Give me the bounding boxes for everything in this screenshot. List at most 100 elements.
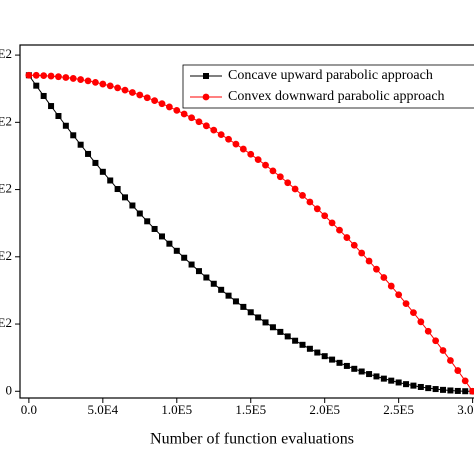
data-point: [284, 179, 292, 187]
data-point: [151, 97, 158, 105]
data-point: [217, 131, 225, 139]
data-point: [447, 387, 454, 394]
data-point: [210, 280, 217, 287]
data-point: [25, 71, 33, 79]
data-point: [166, 240, 173, 247]
data-point: [358, 249, 366, 257]
data-point: [225, 292, 232, 299]
data-point: [62, 74, 70, 81]
data-point: [173, 247, 180, 254]
series-1: [25, 71, 474, 395]
data-point: [247, 309, 254, 316]
data-point: [55, 113, 62, 120]
data-point: [151, 225, 158, 232]
data-point: [70, 132, 77, 139]
data-point: [158, 233, 165, 240]
y-tick-label: 3.0E2: [0, 181, 12, 196]
data-point: [195, 268, 202, 275]
data-point: [373, 373, 380, 380]
x-tick-label: 1.0E5: [161, 402, 192, 417]
x-tick-label: 2.5E5: [383, 402, 414, 417]
data-point: [129, 89, 136, 96]
data-point: [313, 205, 321, 213]
data-point: [92, 159, 99, 166]
data-point: [284, 333, 291, 340]
data-point: [173, 106, 181, 114]
data-point: [165, 103, 173, 111]
data-point: [291, 185, 299, 193]
data-point: [424, 327, 432, 335]
data-point: [210, 126, 218, 134]
data-point: [395, 379, 402, 386]
legend-marker: [203, 73, 209, 79]
data-point: [240, 303, 247, 310]
data-point: [122, 194, 129, 201]
legend-label: Concave upward parabolic approach: [228, 68, 433, 83]
data-point: [469, 387, 474, 395]
data-point: [343, 234, 351, 241]
data-point: [99, 80, 107, 88]
data-point: [365, 257, 373, 265]
legend-label: Convex downward parabolic approach: [228, 89, 445, 104]
data-point: [158, 100, 166, 108]
data-point: [432, 386, 439, 393]
data-point: [255, 314, 262, 321]
legend-box: [182, 64, 474, 109]
data-point: [432, 337, 440, 345]
data-point: [358, 368, 365, 375]
data-point: [92, 78, 99, 86]
data-point: [32, 71, 40, 79]
data-point: [299, 192, 306, 199]
x-tick-label: 1.5E5: [235, 402, 266, 417]
data-point: [77, 141, 84, 148]
data-point: [143, 94, 151, 102]
data-point: [276, 173, 284, 181]
data-point: [195, 118, 203, 126]
data-point: [254, 156, 262, 164]
data-point: [336, 226, 343, 234]
plot-frame: [19, 44, 474, 399]
data-point: [262, 161, 269, 169]
y-tick-label: 1.0E2: [0, 315, 12, 330]
data-point: [329, 356, 336, 363]
data-point: [40, 92, 47, 99]
data-point: [40, 72, 48, 79]
data-point: [402, 300, 410, 307]
data-point: [85, 150, 92, 157]
data-point: [366, 371, 373, 378]
data-point: [269, 167, 277, 175]
legend-marker: [202, 93, 210, 101]
data-point: [439, 347, 447, 354]
data-point: [292, 337, 299, 344]
data-point: [403, 381, 410, 388]
data-point: [136, 91, 144, 99]
data-point: [202, 122, 210, 130]
data-point: [440, 386, 447, 393]
series-0: [25, 72, 474, 395]
y-tick-label: 0: [6, 382, 13, 397]
data-point: [188, 114, 195, 122]
data-point: [55, 73, 62, 81]
data-point: [188, 261, 195, 268]
data-point: [62, 122, 69, 129]
data-point: [461, 377, 469, 385]
data-point: [239, 145, 247, 153]
data-point: [121, 86, 129, 94]
y-tick-label: 4.0E2: [0, 113, 12, 128]
data-point: [306, 198, 314, 206]
data-point: [454, 387, 461, 394]
data-point: [299, 341, 306, 348]
data-point: [321, 353, 328, 360]
data-point: [350, 241, 358, 249]
data-point: [454, 367, 462, 374]
data-point: [69, 75, 77, 82]
data-point: [33, 82, 40, 89]
data-point: [218, 286, 225, 293]
data-point: [114, 186, 121, 193]
data-point: [203, 274, 210, 281]
x-tick-label: 3.0E5: [457, 402, 474, 417]
data-point: [47, 72, 55, 80]
data-point: [395, 291, 403, 299]
data-point: [373, 265, 380, 273]
